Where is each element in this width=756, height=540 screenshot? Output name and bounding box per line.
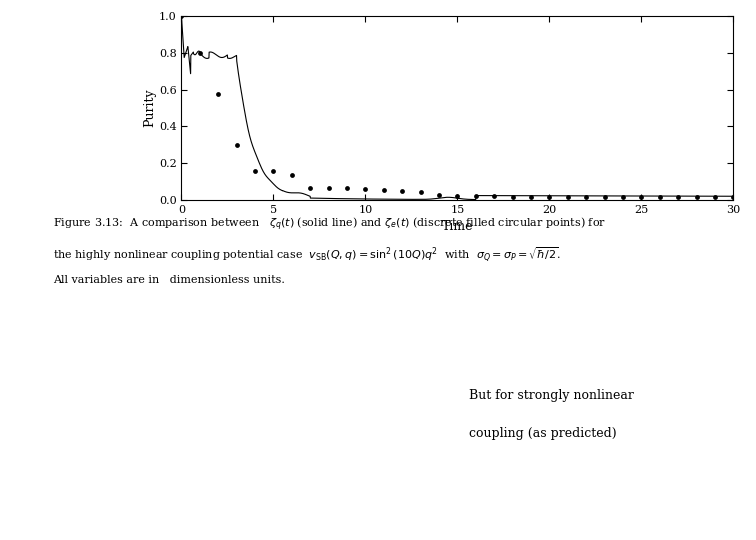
Point [359, 185, 371, 193]
Text: But for strongly nonlinear: But for strongly nonlinear [469, 389, 634, 402]
Point [709, 193, 721, 201]
Point [488, 192, 500, 200]
Y-axis label: Purity: Purity [143, 89, 156, 127]
Point [617, 193, 629, 201]
Point [562, 193, 574, 201]
Point [304, 184, 316, 192]
Point [175, 12, 187, 21]
Point [544, 193, 556, 201]
Point [469, 192, 482, 200]
Point [672, 193, 684, 201]
Point [727, 193, 739, 201]
Point [249, 167, 261, 176]
Text: All variables are in   dimensionless units.: All variables are in dimensionless units… [53, 275, 285, 286]
Point [231, 140, 243, 149]
Point [323, 184, 335, 192]
Point [212, 90, 225, 98]
Point [690, 193, 702, 201]
Text: the highly nonlinear coupling potential case  $v_{\mathrm{SB}}(Q,q) = \sin^2(10Q: the highly nonlinear coupling potential … [53, 246, 561, 265]
Point [525, 193, 537, 201]
Point [378, 185, 390, 194]
Point [268, 167, 280, 176]
Text: coupling (as predicted): coupling (as predicted) [469, 427, 616, 440]
Point [635, 193, 647, 201]
Point [599, 193, 611, 201]
Point [396, 186, 408, 195]
X-axis label: Time: Time [442, 220, 473, 233]
Point [654, 193, 666, 201]
Point [507, 193, 519, 201]
Point [194, 49, 206, 57]
Point [341, 184, 353, 192]
Point [451, 192, 463, 200]
Point [286, 171, 298, 179]
Point [433, 191, 445, 200]
Point [580, 193, 592, 201]
Text: Figure 3.13:  A comparison between   $\zeta_q(t)$ (solid line) and $\zeta_e(t)$ : Figure 3.13: A comparison between $\zeta… [53, 216, 606, 233]
Point [414, 188, 426, 197]
